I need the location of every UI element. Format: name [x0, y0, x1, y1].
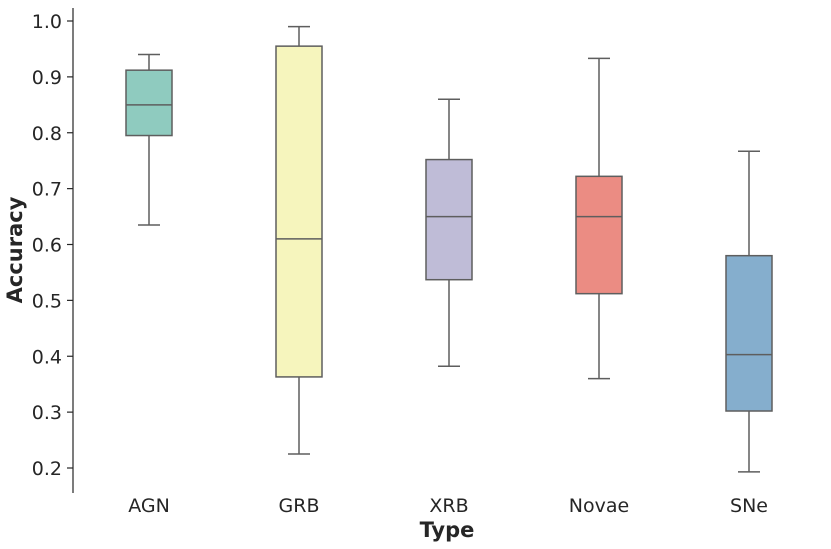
y-tick-label: 0.6 — [32, 235, 62, 257]
x-axis-title: Type — [420, 518, 475, 542]
iqr-box — [575, 175, 623, 295]
y-tick-label: 0.7 — [32, 179, 62, 201]
iqr-box — [725, 254, 773, 412]
y-tick-label: 0.2 — [32, 458, 62, 480]
box-xrb — [425, 98, 473, 368]
y-tick-label: 0.4 — [32, 346, 62, 368]
x-tick-label: Novae — [569, 495, 629, 517]
box-sne — [725, 150, 773, 473]
iqr-box — [425, 158, 473, 281]
x-tick-label: XRB — [429, 495, 468, 517]
y-tick-label: 0.3 — [32, 402, 62, 424]
x-tick-label: SNe — [730, 495, 768, 517]
iqr-box — [125, 69, 173, 137]
box-grb — [275, 25, 323, 455]
y-axis: 0.2 0.3 0.4 0.5 0.6 0.7 0.8 0.9 1.0 — [32, 8, 74, 493]
x-axis: AGN GRB XRB Novae SNe — [128, 495, 768, 517]
x-tick-label: GRB — [279, 495, 320, 517]
y-tick-label: 1.0 — [32, 11, 62, 33]
box-agn — [125, 53, 173, 226]
y-axis-title: Accuracy — [3, 196, 27, 303]
box-plot-area — [125, 25, 773, 473]
y-tick-label: 0.9 — [32, 67, 62, 89]
x-tick-label: AGN — [128, 495, 170, 517]
iqr-box — [275, 45, 323, 378]
y-tick-label: 0.5 — [32, 290, 62, 312]
box-novae — [575, 57, 623, 380]
y-tick-label: 0.8 — [32, 123, 62, 145]
